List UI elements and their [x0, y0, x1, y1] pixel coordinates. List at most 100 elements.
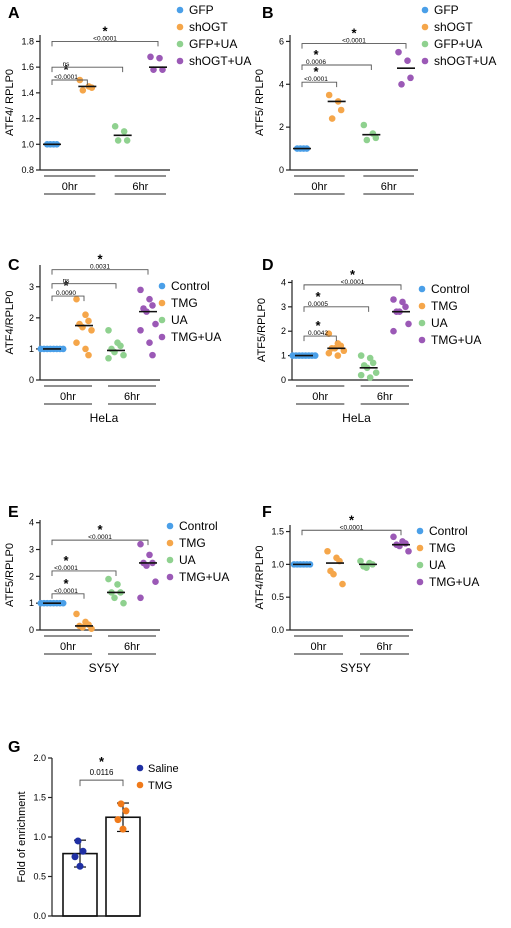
y-axis-label: ATF4/RPLP0: [254, 546, 266, 610]
x-axis-label: SY5Y: [89, 661, 120, 675]
data-point: [150, 66, 157, 74]
y-tick-label: 1.4: [21, 88, 34, 98]
data-point: [59, 345, 67, 353]
data-point: [366, 374, 374, 381]
significance-star: *: [315, 289, 321, 304]
data-point: [73, 610, 80, 618]
data-point: [119, 825, 127, 833]
legend-label: shOGT+UA: [189, 54, 251, 68]
data-point: [363, 564, 370, 571]
data-point: [372, 369, 380, 376]
data-point: [152, 320, 159, 328]
y-axis-label: ATF4/RPLP0: [4, 291, 16, 355]
y-axis-label: Fold of enrichment: [16, 791, 28, 882]
significance-bracket: [79, 779, 124, 787]
p-value-label: <0.0001: [341, 279, 365, 286]
legend-marker: [158, 282, 166, 290]
legend-label: TMG+UA: [431, 333, 481, 347]
x-group-label: 0hr: [311, 641, 327, 653]
y-tick-label: 2: [281, 326, 286, 336]
legend-label: shOGT+UA: [434, 54, 496, 68]
legend-label: TMG+UA: [171, 330, 221, 344]
data-point: [405, 547, 412, 555]
significance-bracket: [51, 593, 85, 599]
legend-label: Control: [429, 524, 468, 538]
panel-g: G 0.0 0.5 1.0 1.5 2.0 Fold of enrichment *0.011…: [8, 739, 179, 921]
p-value-label: <0.0001: [54, 74, 78, 81]
data-point: [120, 128, 128, 135]
data-point: [117, 800, 125, 808]
panel-label: B: [262, 5, 274, 22]
panel-label: D: [262, 257, 274, 274]
y-axis-label: ATF5/RPLP0: [4, 543, 16, 607]
data-point: [79, 624, 86, 631]
data-point: [402, 303, 409, 311]
data-point: [398, 80, 405, 88]
y-tick-label: 0.5: [271, 592, 284, 602]
significance-bracket: [303, 306, 370, 312]
legend-marker: [418, 336, 426, 344]
data-point: [120, 599, 127, 607]
data-point: [357, 557, 364, 565]
significance-star: *: [97, 522, 103, 537]
significance-bracket: [51, 269, 149, 275]
data-point: [330, 570, 337, 578]
data-point: [334, 352, 342, 359]
y-tick-label: 1: [281, 351, 286, 361]
panel-label: C: [8, 257, 20, 274]
y-tick-label: 1.5: [33, 793, 46, 803]
y-tick-label: 2: [279, 122, 284, 132]
y-tick-label: 0.5: [33, 872, 46, 882]
p-value-label: 0.0005: [308, 301, 328, 308]
legend-label: TMG: [431, 299, 458, 313]
p-value-label: 0.0116: [90, 768, 114, 777]
legend-marker: [166, 522, 174, 530]
panel-f: F 0.0 0.5 1.0 1.5 ATF4/RPLP0 0hr 6hr SY5Y *<0.000…: [254, 504, 479, 675]
x-group-label: 0hr: [312, 391, 328, 403]
legend-label: Saline: [148, 763, 179, 775]
legend-marker: [158, 316, 166, 324]
p-value-label: 0.0031: [90, 264, 110, 271]
y-tick-label: 1.2: [21, 114, 34, 124]
x-group-label: 0hr: [62, 181, 78, 193]
p-value-label: <0.0001: [54, 565, 78, 572]
legend-marker: [418, 285, 426, 293]
legend-label: Control: [179, 519, 218, 533]
data-point: [114, 816, 122, 824]
data-point: [79, 847, 87, 855]
data-point: [404, 57, 411, 65]
significance-bracket: [51, 79, 88, 85]
x-group-label: 0hr: [60, 391, 76, 403]
significance-star: *: [63, 278, 69, 293]
data-point: [396, 542, 403, 550]
data-point: [105, 326, 112, 334]
data-point: [405, 320, 412, 328]
y-tick-label: 4: [29, 518, 34, 528]
y-tick-label: 0.0: [33, 911, 46, 921]
data-point: [143, 562, 150, 569]
data-point: [117, 342, 124, 350]
p-value-label: ns: [63, 61, 71, 68]
legend-label: TMG+UA: [179, 570, 229, 584]
legend-label: TMG+UA: [429, 575, 479, 589]
data-point: [137, 286, 144, 294]
data-point: [363, 136, 371, 144]
legend-label: GFP: [189, 3, 214, 17]
legend-marker: [418, 319, 426, 327]
legend-label: TMG: [179, 536, 206, 550]
x-group-label: 6hr: [377, 641, 393, 653]
data-point: [137, 326, 144, 334]
data-point: [146, 295, 153, 303]
y-tick-label: 1.0: [271, 559, 284, 569]
legend-label: GFP+UA: [189, 37, 237, 51]
legend-marker: [416, 527, 424, 535]
data-point: [147, 53, 154, 61]
y-tick-label: 3: [29, 545, 34, 555]
data-point: [325, 330, 333, 337]
p-value-label: <0.0001: [340, 524, 364, 531]
y-tick-label: 1.5: [271, 527, 284, 537]
data-point: [156, 54, 163, 62]
